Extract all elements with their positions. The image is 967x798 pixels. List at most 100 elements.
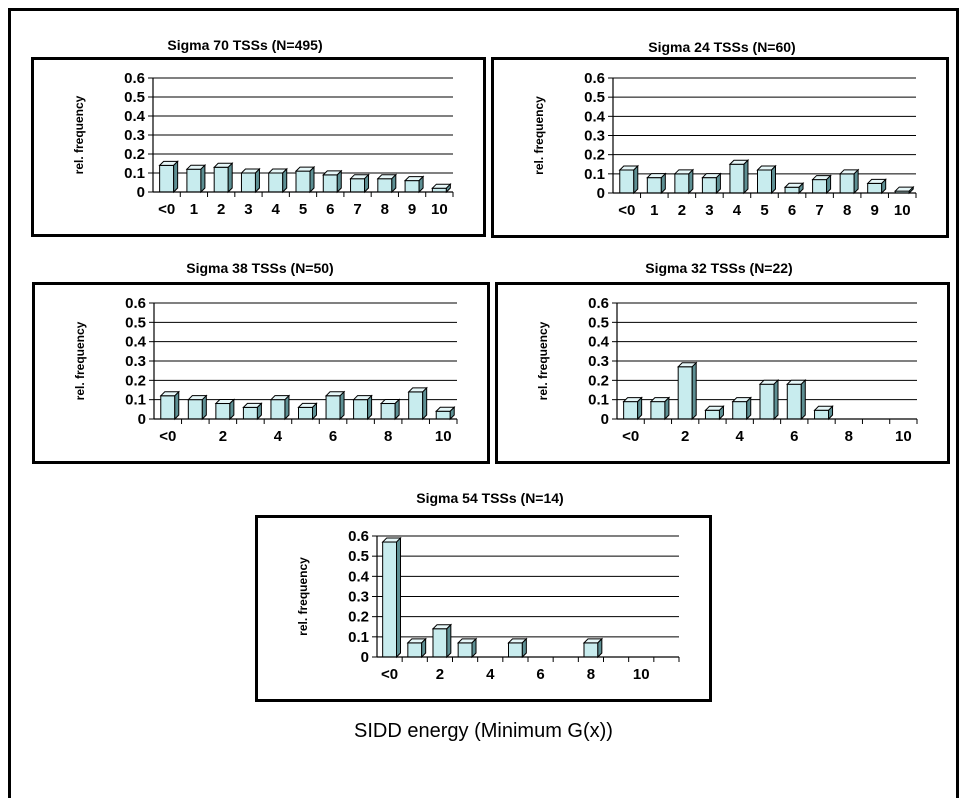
y-tick-label: 0.4 [588, 334, 610, 351]
x-tick-label: 8 [384, 428, 392, 445]
bar [622, 396, 643, 421]
y-axis-label: rel. frequency [296, 557, 310, 636]
bar [728, 159, 750, 195]
bar [187, 394, 208, 421]
y-tick-label: 0.6 [124, 70, 145, 87]
x-tick-label: 8 [587, 666, 595, 683]
x-tick-label: 4 [274, 428, 283, 445]
bar [731, 396, 752, 421]
bar [786, 378, 807, 421]
chart-panel-sigma38: rel. frequency 0 0.1 0.2 0.3 0.4 0.5 0.6 <0 2 4 6 8 1… [32, 282, 490, 464]
y-tick-label: 0.1 [125, 392, 146, 409]
x-tick-label: 8 [843, 202, 851, 219]
bar [324, 390, 346, 421]
bar [813, 405, 834, 421]
panel-title: Sigma 32 TSSs (N=22) [645, 260, 793, 276]
bar [456, 637, 478, 659]
x-tick-label: 10 [894, 202, 911, 219]
bar [322, 169, 343, 194]
y-tick-label: 0 [138, 411, 146, 428]
bar [811, 174, 832, 195]
x-tick-label: 9 [408, 201, 416, 218]
panel-title: Sigma 54 TSSs (N=14) [416, 490, 564, 506]
bar [352, 394, 373, 421]
chart-panel-sigma70: rel. frequency 0 0.1 0.2 0.3 0.4 0.5 0.6 <0 1 2 3 4 5… [31, 57, 486, 237]
y-tick-label: 0.2 [125, 372, 146, 389]
y-tick-label: 0.2 [124, 146, 145, 163]
bar [704, 405, 725, 421]
y-tick-label: 0.3 [125, 353, 146, 370]
y-tick-label: 0.1 [588, 392, 609, 409]
x-tick-label: 6 [536, 666, 544, 683]
figure-frame [8, 8, 959, 798]
y-tick-label: 0.5 [125, 314, 146, 331]
bar [349, 173, 370, 194]
bar [294, 165, 316, 194]
bar [673, 168, 695, 195]
y-tick-label: 0.3 [584, 128, 605, 145]
bar [159, 390, 180, 421]
chart-panel-sigma54: rel. frequency 0 0.1 0.2 0.3 0.4 0.5 0.6 <0 2 4 6 8 1… [255, 515, 712, 702]
y-axis-label: rel. frequency [532, 96, 546, 175]
panel-title: Sigma 70 TSSs (N=495) [167, 37, 323, 53]
x-tick-label: 4 [733, 202, 742, 219]
y-tick-label: 0.6 [348, 528, 369, 545]
x-tick-label: <0 [158, 201, 175, 218]
shared-x-axis-label: SIDD energy (Minimum G(x)) [354, 720, 613, 742]
x-tick-label: 3 [705, 202, 713, 219]
panel-title: Sigma 24 TSSs (N=60) [648, 39, 796, 55]
x-tick-label: 8 [845, 428, 853, 445]
y-tick-label: 0.3 [124, 127, 145, 144]
bar [701, 172, 722, 195]
chart-panel-sigma24: rel. frequency 0 0.1 0.2 0.3 0.4 0.5 0.6 <0 1 2 3 4 5… [491, 57, 949, 238]
bar [407, 386, 428, 421]
y-tick-label: 0.1 [348, 629, 369, 646]
bar [381, 536, 402, 659]
x-tick-label: <0 [159, 428, 176, 445]
y-axis-label: rel. frequency [536, 321, 550, 400]
chart-svg: rel. frequency 0 0.1 0.2 0.3 0.4 0.5 0.6 <0 2 4 6 8 1… [296, 528, 680, 683]
bar [406, 637, 427, 659]
x-tick-label: 10 [895, 428, 912, 445]
y-tick-label: 0 [601, 411, 609, 428]
y-tick-label: 0 [361, 649, 369, 666]
y-tick-label: 0.5 [584, 89, 605, 106]
y-tick-label: 0.4 [348, 568, 370, 585]
bar [756, 164, 777, 195]
bar [838, 168, 860, 195]
bar [379, 398, 401, 421]
y-tick-label: 0.6 [125, 295, 146, 312]
bar [403, 175, 425, 194]
bar [866, 178, 887, 195]
bar [269, 394, 291, 421]
bar [212, 162, 234, 194]
bar [376, 173, 398, 194]
x-tick-label: 7 [815, 202, 823, 219]
x-tick-label: 2 [681, 428, 689, 445]
bar [758, 378, 780, 421]
bar [618, 164, 639, 195]
x-tick-label: 5 [299, 201, 307, 218]
x-tick-label: 10 [633, 666, 650, 683]
y-tick-label: 0.3 [588, 353, 609, 370]
x-tick-label: 9 [871, 202, 879, 219]
y-tick-label: 0.2 [588, 372, 609, 389]
x-tick-label: 4 [486, 666, 495, 683]
bar [297, 402, 318, 421]
x-tick-label: 10 [435, 428, 452, 445]
y-tick-label: 0 [137, 184, 145, 201]
x-tick-label: 2 [219, 428, 227, 445]
x-tick-label: 1 [650, 202, 658, 219]
chart-svg: rel. frequency 0 0.1 0.2 0.3 0.4 0.5 0.6 <0 2 4 6 8 1… [536, 295, 918, 445]
y-tick-label: 0.2 [348, 609, 369, 626]
panel-title: Sigma 38 TSSs (N=50) [186, 260, 334, 276]
y-tick-label: 0.2 [584, 147, 605, 164]
y-tick-label: 0.1 [584, 166, 605, 183]
y-tick-label: 0.3 [348, 589, 369, 606]
y-tick-label: 0.5 [348, 548, 369, 565]
x-tick-label: 7 [353, 201, 361, 218]
chart-svg: rel. frequency 0 0.1 0.2 0.3 0.4 0.5 0.6 <0 1 2 3 4 5… [532, 70, 917, 219]
bar [646, 172, 667, 195]
y-tick-label: 0.1 [124, 165, 145, 182]
y-tick-label: 0.4 [125, 334, 147, 351]
